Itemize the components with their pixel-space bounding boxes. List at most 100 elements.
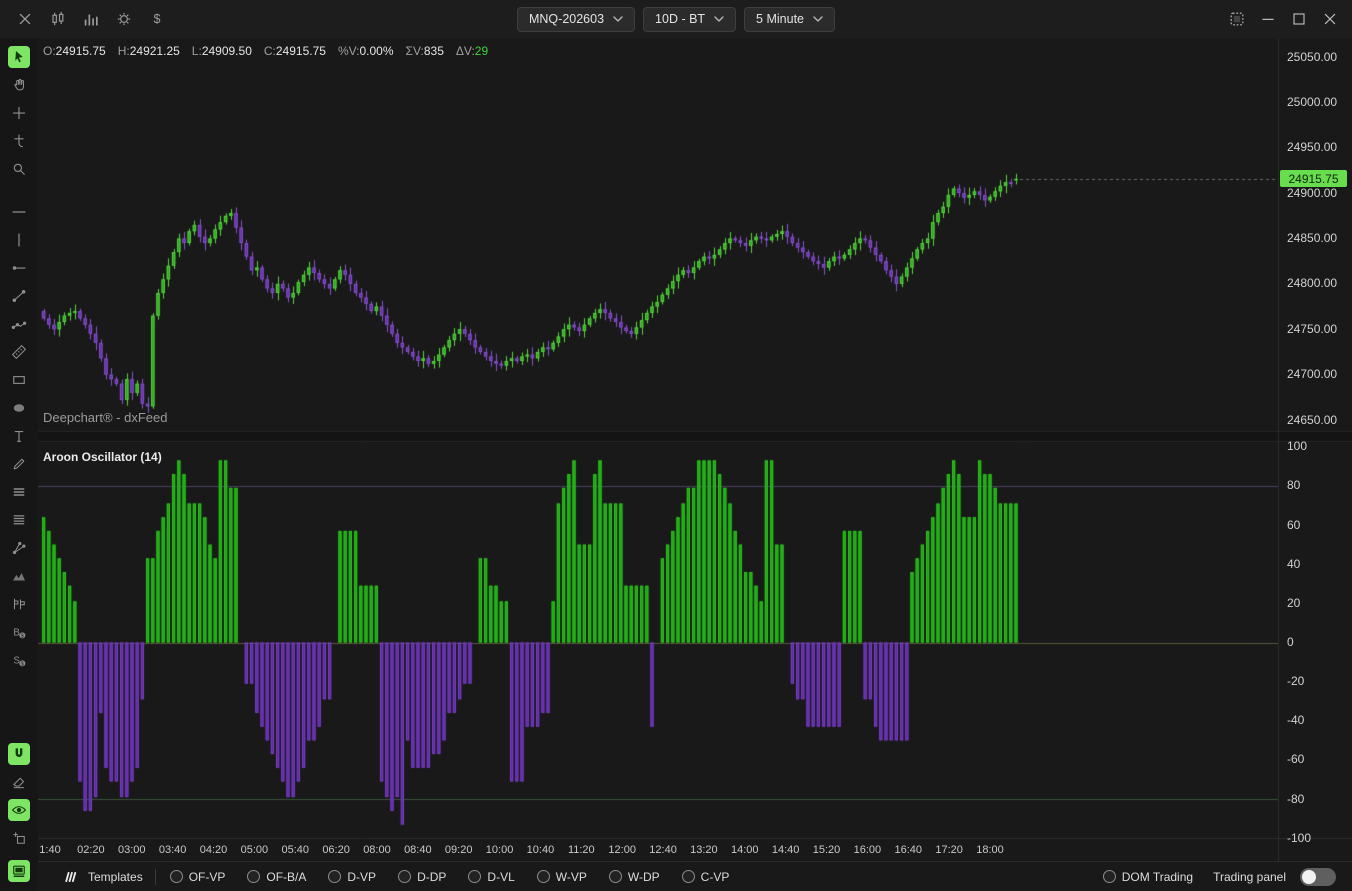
radio-icon[interactable] — [169, 870, 183, 883]
rectangle-tool[interactable] — [8, 369, 30, 391]
time-axis-label: 18:00 — [976, 844, 1004, 856]
window-controls — [1225, 7, 1352, 31]
time-axis-label: 12:00 — [608, 844, 636, 856]
horizontal-ray-tool[interactable] — [8, 257, 30, 279]
pattern-tool[interactable] — [8, 593, 30, 615]
chevron-down-icon — [613, 16, 623, 23]
volume-bars-icon[interactable] — [80, 8, 102, 30]
time-axis-label: 14:00 — [731, 844, 759, 856]
time-axis-label: 08:00 — [363, 844, 391, 856]
template-option-w-dp[interactable]: W-DP — [608, 870, 660, 884]
minimize-icon[interactable] — [1256, 7, 1280, 31]
price-axis-label: 24650.00 — [1287, 412, 1338, 427]
template-option-c-vp[interactable]: C-VP — [681, 870, 729, 884]
ohlc-label: H: — [117, 44, 130, 58]
template-option-of-vp[interactable]: OF-VP — [169, 869, 226, 884]
dom-trading-option[interactable]: DOM Trading — [1102, 870, 1193, 884]
close-icon[interactable] — [14, 8, 36, 30]
ohlc-value: 835 — [423, 44, 444, 58]
price-chart-canvas[interactable] — [38, 38, 1352, 862]
eraser-tool[interactable] — [8, 771, 30, 793]
time-axis-label: 17:20 — [935, 844, 963, 856]
templates-label: Templates — [88, 869, 143, 884]
brush-tool[interactable] — [8, 453, 30, 475]
template-option-of-b-a[interactable]: OF-B/A — [247, 870, 306, 884]
text-tool[interactable] — [8, 425, 30, 447]
ohlc-label: C: — [263, 44, 276, 58]
symbol-dropdown[interactable]: MNQ-202603 — [516, 6, 636, 32]
timeframe-dropdown[interactable]: 5 Minute — [744, 6, 836, 32]
window-close-icon[interactable] — [1318, 7, 1342, 31]
dollar-icon[interactable] — [146, 8, 168, 30]
ohlc-item: %V:0.00% — [338, 44, 394, 58]
chart-area: O:24915.75 H:24921.25 L:24909.50 C:24915.75… — [38, 38, 1352, 862]
trend-line-tool[interactable] — [8, 285, 30, 307]
ohlc-value: 24915.75 — [275, 44, 326, 58]
range-dropdown[interactable]: 10D - BT — [643, 6, 737, 32]
radio-icon[interactable] — [468, 870, 482, 883]
template-option-label: D-VP — [347, 869, 377, 884]
candlesticks-icon[interactable] — [47, 8, 69, 30]
template-options: OF-VP OF-B/A D-VP D-DP D-VL W-VP W-DP C-VP — [169, 869, 752, 884]
horizontal-line-tool[interactable] — [8, 201, 30, 223]
radio-icon[interactable] — [328, 870, 342, 883]
template-option-label: OF-VP — [188, 869, 226, 884]
radio-icon[interactable] — [681, 870, 695, 883]
vertical-line-tool[interactable] — [8, 229, 30, 251]
time-axis-label: 10:00 — [485, 844, 514, 856]
visibility-toggle[interactable] — [8, 799, 30, 821]
anchor-point-tool[interactable] — [8, 130, 30, 152]
template-option-d-dp[interactable]: D-DP — [398, 870, 446, 884]
gear-icon[interactable] — [113, 8, 135, 30]
ruler-tool[interactable] — [8, 341, 30, 363]
price-axis-label: 25000.00 — [1287, 94, 1338, 109]
trading-panel-toggle[interactable] — [1300, 867, 1336, 886]
sell-order-tool[interactable] — [8, 649, 30, 671]
panel-mode[interactable] — [8, 860, 30, 882]
radio-icon[interactable] — [536, 870, 550, 883]
time-axis-label: 06:20 — [322, 844, 350, 856]
polyline-tool[interactable] — [8, 313, 30, 335]
time-axis-label: 10:40 — [526, 844, 555, 856]
crosshair-tool[interactable] — [8, 102, 30, 124]
time-axis-label: 09:20 — [444, 844, 473, 856]
price-axis-label: 24750.00 — [1287, 321, 1338, 336]
template-option-d-vl[interactable]: D-VL — [468, 870, 515, 884]
ohlc-label: L: — [191, 44, 202, 58]
radio-icon[interactable] — [398, 870, 412, 883]
ohlc-value: 0.00% — [359, 44, 394, 58]
ohlc-label: %V: — [337, 44, 360, 58]
indicator-axis-label: 40 — [1287, 556, 1301, 571]
radio-icon[interactable] — [608, 870, 622, 883]
time-axis-label: 16:00 — [853, 844, 882, 856]
maximize-icon[interactable] — [1287, 7, 1311, 31]
price-axis-label: 24950.00 — [1287, 140, 1338, 155]
template-option-d-vp[interactable]: D-VP — [328, 870, 376, 884]
radio-icon[interactable] — [247, 870, 261, 883]
time-axis-label: 08:40 — [404, 844, 432, 856]
add-panel-tool[interactable] — [8, 827, 30, 849]
pitchfork-tool[interactable] — [8, 537, 30, 559]
time-axis-label: 14:40 — [771, 844, 800, 856]
ohlc-label: ΔV: — [455, 44, 475, 58]
fib-extension-tool[interactable] — [8, 509, 30, 531]
trading-controls: DOM Trading Trading panel — [1102, 867, 1352, 886]
time-axis-label: 12:40 — [649, 844, 677, 856]
snapshot-icon[interactable] — [1225, 7, 1249, 31]
cursor-tool[interactable] — [8, 46, 30, 68]
price-axis-label: 24800.00 — [1287, 276, 1338, 291]
magnet-mode[interactable] — [8, 743, 30, 765]
zoom-tool[interactable] — [8, 158, 30, 180]
time-axis-label: 04:20 — [199, 844, 228, 856]
price-axis[interactable]: 25050.00 25000.00 24950.00 24900.00 24850.00… — [1278, 38, 1352, 845]
templates-icon[interactable] — [60, 867, 80, 887]
buy-order-tool[interactable] — [8, 621, 30, 643]
indicator-axis-label: 0 — [1287, 635, 1294, 649]
hand-pan-tool[interactable] — [8, 74, 30, 96]
elliott-wave-tool[interactable] — [8, 565, 30, 587]
template-option-w-vp[interactable]: W-VP — [536, 870, 587, 884]
fib-retracement-tool[interactable] — [8, 481, 30, 503]
dom-trading-radio[interactable] — [1102, 870, 1116, 883]
ellipse-tool[interactable] — [8, 397, 30, 419]
time-axis[interactable]: 1:40 02:20 03:00 03:40 04:20 05:00 05:40 06:20 0… — [38, 840, 1278, 862]
